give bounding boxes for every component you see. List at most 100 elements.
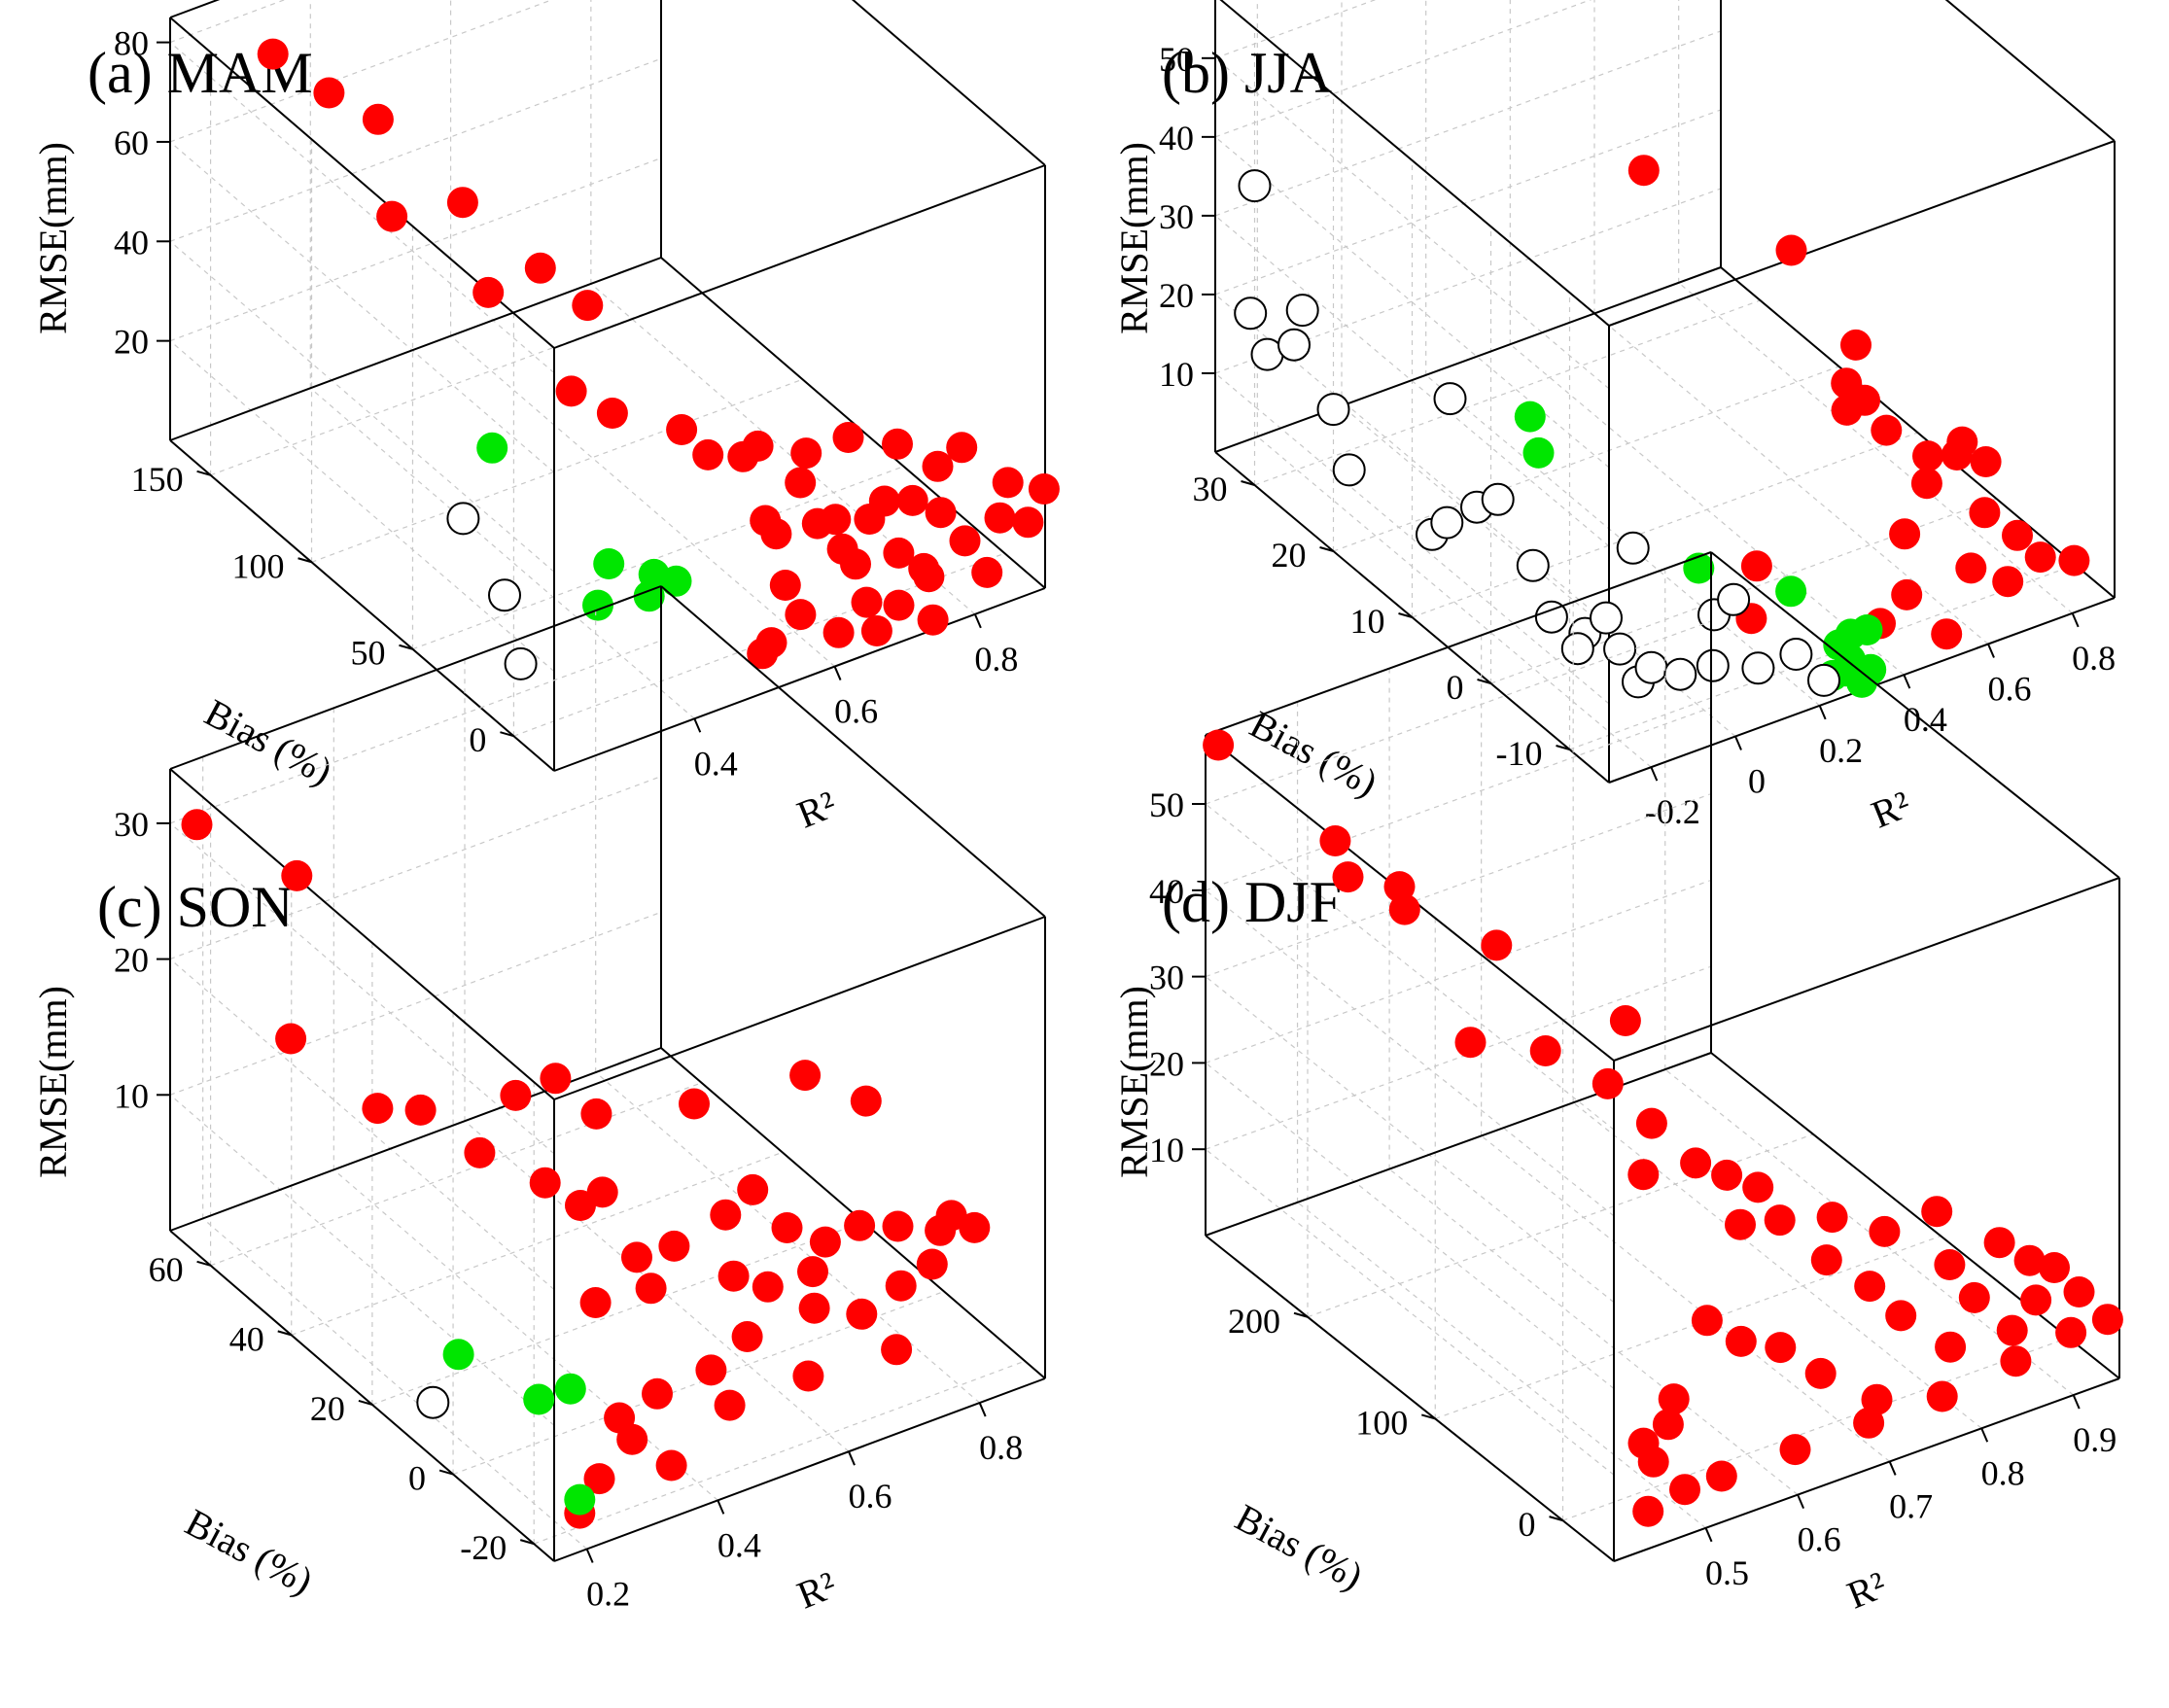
data-point-red bbox=[2000, 1345, 2032, 1377]
data-point-open bbox=[1663, 657, 1697, 691]
y-tick-label: 10 bbox=[1350, 602, 1385, 641]
grid-line bbox=[1205, 793, 1712, 978]
z-tick-label: 10 bbox=[1149, 1131, 1184, 1169]
grid-line bbox=[1435, 1235, 1942, 1420]
data-point-open bbox=[1590, 601, 1623, 635]
data-point-red bbox=[1983, 1227, 2015, 1259]
data-point-red bbox=[1912, 440, 1943, 472]
data-point-red bbox=[658, 1230, 690, 1262]
data-point-open bbox=[1430, 505, 1464, 540]
data-point-red bbox=[1669, 1474, 1700, 1506]
series-red bbox=[181, 809, 991, 1529]
box-edge bbox=[1710, 551, 2120, 879]
x-tick-mark bbox=[833, 666, 842, 680]
y-tick-mark bbox=[1549, 1516, 1563, 1522]
tick-labels: 0.4 0.6 0.8 0 50 100 150 20 40 60 80 bbox=[114, 24, 1018, 784]
data-point-red bbox=[1871, 414, 1903, 446]
data-point-red bbox=[579, 1287, 612, 1318]
data-point-red bbox=[1765, 1332, 1797, 1364]
data-point-open bbox=[1277, 328, 1311, 362]
data-point-red bbox=[1921, 1196, 1953, 1228]
data-point-red bbox=[404, 1094, 437, 1126]
y-tick-label: 200 bbox=[1228, 1302, 1280, 1341]
grid-line bbox=[210, 1082, 702, 1267]
data-point-open bbox=[1634, 650, 1668, 684]
data-point-green bbox=[476, 432, 508, 464]
data-point-red bbox=[971, 556, 1003, 588]
data-point-red bbox=[362, 103, 394, 135]
box-edge bbox=[1214, 266, 1722, 453]
x-tick-label: 0.8 bbox=[1981, 1453, 2025, 1492]
data-point-green bbox=[1522, 436, 1555, 469]
x-tick-mark bbox=[1734, 736, 1742, 750]
grid-line bbox=[534, 1360, 1026, 1545]
z-tick-label: 40 bbox=[1149, 872, 1184, 911]
box-edge bbox=[553, 587, 1046, 772]
y-tick-label: -20 bbox=[460, 1528, 507, 1567]
x-tick-label: 0.4 bbox=[717, 1525, 761, 1564]
data-point-red bbox=[655, 1449, 687, 1481]
axes-box bbox=[169, 0, 1046, 772]
data-point-red bbox=[1609, 1005, 1641, 1036]
x-tick-label: 0.6 bbox=[849, 1477, 892, 1516]
grid-line bbox=[1333, 366, 1839, 552]
grid-line bbox=[332, 1168, 718, 1501]
data-point-red bbox=[596, 398, 628, 429]
data-point-red bbox=[860, 615, 892, 646]
y-tick-mark bbox=[399, 644, 413, 650]
data-point-open bbox=[1433, 382, 1467, 416]
data-point-red bbox=[885, 1270, 917, 1302]
x-tick-label: 0 bbox=[1748, 762, 1766, 801]
grid-line bbox=[169, 911, 662, 1096]
x-tick-mark bbox=[1650, 766, 1659, 782]
data-point-red bbox=[992, 467, 1024, 499]
z-tick-label: 50 bbox=[1149, 785, 1184, 824]
data-point-red bbox=[1804, 1357, 1837, 1389]
data-point-red bbox=[1934, 1249, 1966, 1280]
data-point-red bbox=[464, 1136, 496, 1168]
grid-line bbox=[1205, 976, 1615, 1304]
data-point-red bbox=[714, 1389, 746, 1421]
data-point-red bbox=[1319, 825, 1351, 856]
data-point-red bbox=[2020, 1284, 2052, 1316]
x-tick-mark bbox=[848, 1450, 856, 1466]
data-point-red bbox=[851, 586, 883, 618]
data-point-red bbox=[500, 1079, 532, 1111]
box-edge bbox=[1205, 1052, 1712, 1237]
box-edge bbox=[553, 1377, 1046, 1562]
data-point-red bbox=[1742, 1171, 1774, 1203]
data-point-red bbox=[2013, 1244, 2046, 1276]
panel-b-jja: -0.2 0 0.2 0.4 0.6 0.8 -10 0 10 20 30 10 20 30 40 50 RMS… bbox=[1112, 0, 2116, 837]
x-tick-label: 0.4 bbox=[1904, 700, 1947, 739]
data-point-red bbox=[959, 1211, 991, 1243]
z-axis-label: RMSE(mm) bbox=[31, 142, 75, 334]
tick-labels: 0.5 0.6 0.7 0.8 0.9 0 100 200 10 20 30 40 50 bbox=[1149, 785, 2117, 1592]
data-point-red bbox=[616, 1423, 648, 1455]
data-point-red bbox=[1840, 329, 1872, 361]
box-edge bbox=[1944, 0, 2116, 142]
z-tick-label: 30 bbox=[114, 805, 149, 844]
data-point-green bbox=[1851, 614, 1883, 645]
grid-line bbox=[1678, 282, 2074, 614]
y-tick-mark bbox=[438, 1469, 454, 1476]
y-tick-mark bbox=[196, 1260, 211, 1267]
z-tick-label: 60 bbox=[114, 123, 149, 162]
grid-line bbox=[169, 1094, 555, 1426]
grid-line bbox=[169, 141, 555, 473]
z-tick-label: 80 bbox=[114, 24, 149, 63]
y-axis-label: Bias (%) bbox=[1228, 1495, 1370, 1598]
data-point-green bbox=[554, 1373, 586, 1405]
data-point-red bbox=[524, 252, 556, 284]
tick-labels: -0.2 0 0.2 0.4 0.6 0.8 -10 0 10 20 30 10 20 30 40 50 bbox=[1159, 40, 2116, 831]
x-tick-label: 0.8 bbox=[979, 1428, 1023, 1467]
grid-line bbox=[590, 283, 976, 615]
panel-title: (b) JJA bbox=[1162, 41, 1332, 105]
grid-line bbox=[1481, 1134, 1891, 1462]
data-point-open bbox=[1332, 453, 1366, 487]
box-edge bbox=[1205, 1235, 1615, 1562]
y-tick-label: 100 bbox=[232, 546, 285, 585]
data-point-open bbox=[1285, 294, 1319, 328]
box-edge bbox=[169, 257, 662, 441]
data-point-red bbox=[1810, 1244, 1842, 1276]
data-points bbox=[1234, 155, 2090, 699]
